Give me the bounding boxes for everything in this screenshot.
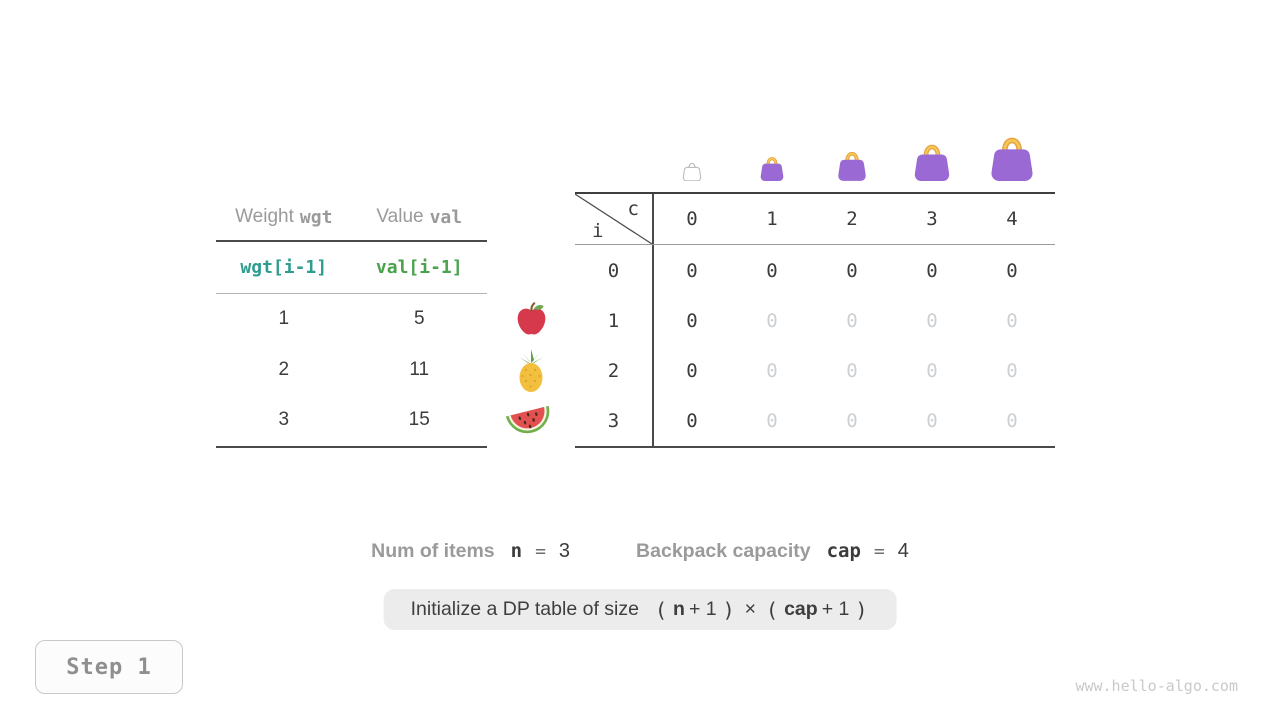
item-1-value: 5 [413, 308, 425, 330]
val-code-label: val [429, 206, 463, 228]
item-row-3: 3 15 [216, 395, 487, 446]
dp-corner-cell: c i [575, 194, 652, 244]
item-row-1: 1 5 [216, 294, 487, 345]
bag-icon-3 [913, 140, 951, 186]
dp-row-0: 0 0 0 0 0 0 [575, 246, 1055, 296]
dp-table-header-row: c i 0 1 2 3 4 [575, 194, 1055, 245]
watermelon-icon [505, 402, 552, 443]
diagonal-divider [575, 194, 652, 244]
cap-variable: cap [784, 598, 818, 620]
dp-cell-2-1: 0 [766, 359, 778, 382]
dp-cell-2-3: 0 [926, 359, 938, 382]
item-row-2: 2 11 [216, 345, 487, 396]
num-items-group: Num of items n = 3 [371, 540, 570, 563]
paren-open: ( [654, 597, 668, 622]
num-items-label: Num of items [371, 539, 495, 562]
dp-cell-0-1: 0 [766, 259, 778, 282]
val-formula: val[i-1] [375, 257, 463, 278]
dp-cell-3-0: 0 [686, 409, 698, 432]
paren-close: ) [722, 597, 735, 622]
dp-row-header-1: 1 [607, 309, 620, 332]
dp-row-header-2: 2 [607, 359, 620, 382]
times-sign: × [744, 598, 757, 620]
step-caption: Initialize a DP table of size ( n + 1 ) … [383, 589, 897, 630]
wgt-code-label: wgt [299, 206, 333, 228]
wgt-formula: wgt[i-1] [240, 257, 328, 278]
dp-cell-0-0: 0 [686, 259, 698, 282]
value-column-header: Value val [352, 194, 488, 240]
item-2-weight: 2 [278, 358, 290, 380]
item-3-value: 15 [408, 409, 430, 431]
dp-table-body: 0 0 0 0 0 0 1 0 0 0 0 0 2 0 0 0 0 0 3 0 … [575, 246, 1055, 447]
capacity-value: 4 [897, 539, 909, 562]
dp-cell-1-1: 0 [766, 309, 778, 332]
pineapple-icon [513, 348, 549, 398]
apple-icon [514, 300, 549, 342]
dp-col-header-0: 0 [686, 208, 698, 230]
dp-cell-0-2: 0 [846, 259, 858, 282]
dp-cell-0-3: 0 [926, 259, 938, 282]
items-table: Weight wgt Value val wgt[i-1] val[i-1] 1… [216, 194, 487, 448]
dp-cell-3-3: 0 [926, 409, 938, 432]
bag-icon-4 [990, 132, 1035, 186]
dp-cell-3-1: 0 [766, 409, 778, 432]
dp-cell-2-0: 0 [686, 359, 698, 382]
item-2-value: 11 [409, 358, 430, 380]
dp-col-header-2: 2 [846, 208, 858, 230]
capacity-label: Backpack capacity [636, 539, 811, 562]
plus-one: + 1 [821, 598, 850, 620]
equals-sign: = [535, 540, 546, 562]
step-badge: Step 1 [35, 640, 183, 694]
items-table-formula-row: wgt[i-1] val[i-1] [216, 242, 487, 294]
bag-icon-1 [760, 154, 785, 186]
watermark: www.hello-algo.com [1075, 677, 1238, 695]
col-variable-label: c [627, 198, 639, 220]
num-items-value: 3 [558, 539, 571, 562]
dp-cell-3-2: 0 [846, 409, 858, 432]
capacity-group: Backpack capacity cap = 4 [636, 540, 909, 563]
plus-one: + 1 [688, 598, 717, 620]
dp-cell-2-2: 0 [846, 359, 858, 382]
weight-label: Weight [235, 206, 294, 227]
paren-close: ) [855, 597, 868, 622]
bag-icon-2 [837, 148, 867, 186]
caption-text: Initialize a DP table of size [410, 598, 639, 620]
dp-col-header-1: 1 [766, 208, 778, 230]
dp-cell-1-4: 0 [1006, 309, 1018, 332]
weight-column-header: Weight wgt [216, 194, 352, 240]
step-label: Step 1 [66, 654, 152, 680]
paren-open: ( [766, 597, 779, 622]
equals-sign: = [873, 540, 885, 562]
dp-cell-0-4: 0 [1006, 259, 1018, 282]
dp-cell-1-2: 0 [846, 309, 858, 332]
row-variable-label: i [592, 220, 604, 242]
dp-row-2: 2 0 0 0 0 0 [575, 346, 1055, 396]
size-expression: ( n + 1 ) × ( cap + 1 ) [653, 598, 869, 622]
dp-table-vertical-divider [652, 194, 654, 446]
bag-outline-icon [682, 160, 702, 186]
dp-col-header-4: 4 [1006, 208, 1018, 230]
dp-row-3: 3 0 0 0 0 0 [575, 396, 1055, 446]
items-table-rows: 1 5 2 11 3 15 [216, 294, 487, 448]
capacity-variable: cap [826, 540, 861, 562]
dp-table: c i 0 1 2 3 4 0 0 0 0 0 0 1 0 0 0 0 0 2 … [575, 192, 1055, 448]
dp-cell-3-4: 0 [1006, 409, 1018, 432]
dp-cell-1-0: 0 [686, 309, 698, 332]
dp-cell-2-4: 0 [1006, 359, 1018, 382]
dp-row-header-0: 0 [607, 259, 620, 282]
item-1-weight: 1 [278, 308, 290, 330]
dp-row-1: 1 0 0 0 0 0 [575, 296, 1055, 346]
dp-cell-1-3: 0 [926, 309, 938, 332]
dp-row-header-3: 3 [607, 409, 620, 432]
items-table-header: Weight wgt Value val [216, 194, 487, 242]
parameters-line: Num of items n = 3 Backpack capacity cap… [0, 535, 1280, 567]
value-label: Value [376, 206, 424, 227]
num-items-variable: n [510, 540, 523, 562]
dp-col-header-3: 3 [926, 208, 938, 230]
n-variable: n [673, 598, 685, 620]
item-3-weight: 3 [278, 409, 290, 431]
